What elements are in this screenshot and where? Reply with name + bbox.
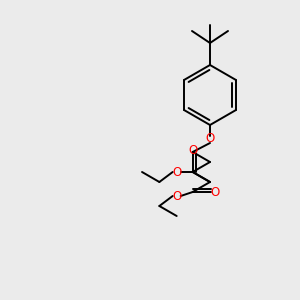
Text: O: O bbox=[206, 133, 214, 146]
Text: O: O bbox=[188, 143, 197, 157]
Text: O: O bbox=[210, 185, 219, 199]
Text: O: O bbox=[172, 166, 181, 178]
Text: O: O bbox=[172, 190, 181, 202]
